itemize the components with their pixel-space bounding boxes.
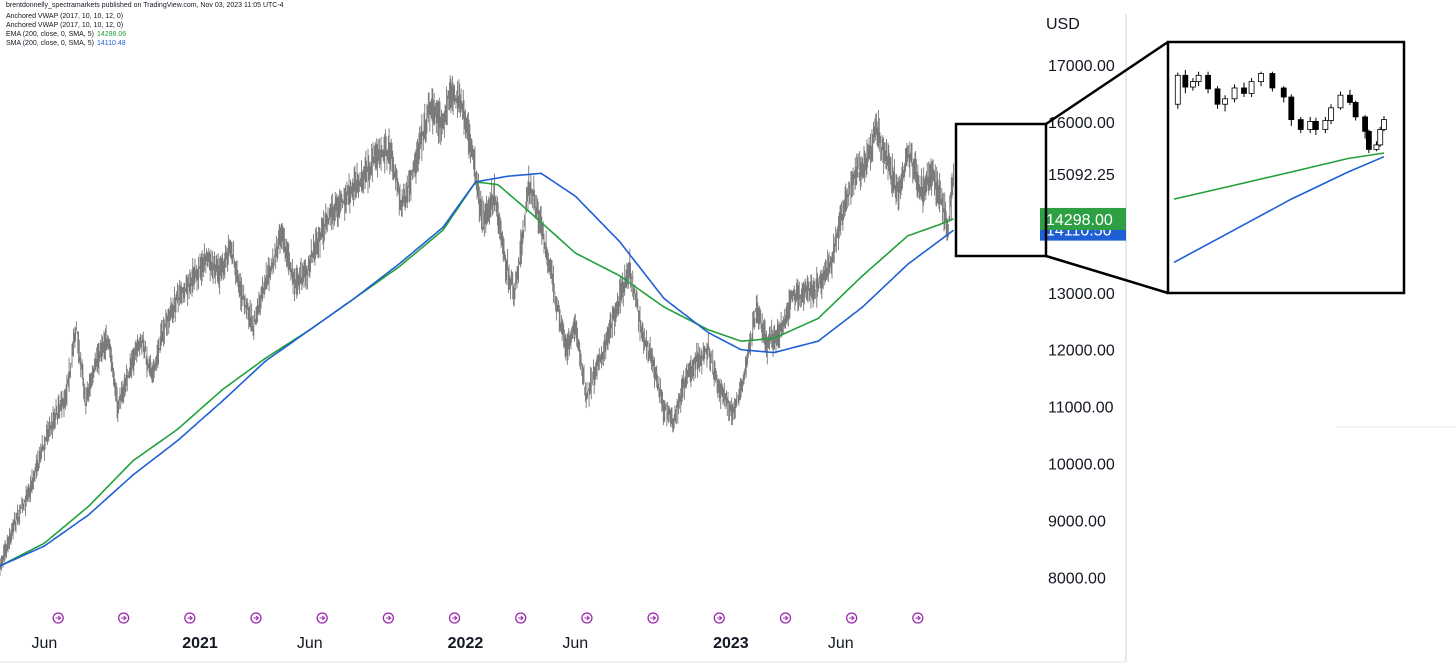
y-tick-label: 16000.00: [1048, 115, 1115, 132]
inset-candle: [1352, 100, 1359, 121]
published-by-text: brentdonnelly_spectramarkets published o…: [6, 2, 284, 9]
inset-candle: [1195, 71, 1202, 87]
zoom-connector-top: [1045, 40, 1169, 126]
event-marker-icon: [581, 612, 593, 624]
inset-candle: [1312, 117, 1319, 135]
event-marker-icon: [845, 612, 858, 624]
event-marker-icon: [117, 612, 130, 624]
inset-candle: [1241, 82, 1247, 97]
event-marker-icon: [912, 612, 924, 624]
event-marker-icon: [382, 612, 395, 624]
inset-candle: [1182, 69, 1189, 94]
inset-candle: [1365, 129, 1372, 154]
inset-candle: [1297, 116, 1304, 134]
indicator-row: EMA (200, close, 0, SMA, 5) 14298.06: [6, 30, 126, 39]
inset-candle: [1205, 71, 1211, 94]
inset-sma-line: [1173, 155, 1385, 264]
x-tick-label: Jun: [297, 635, 323, 652]
event-marker-icon: [779, 612, 792, 624]
zoom-source-box: [954, 122, 1048, 258]
inset-candle: [1307, 116, 1314, 134]
indicator-value: 14298.06: [96, 31, 127, 38]
price-label-text: 14298.00: [1046, 212, 1113, 229]
indicator-row: SMA (200, close, 0, SMA, 5) 14110.48: [6, 39, 126, 48]
event-marker-icon: [52, 612, 64, 624]
ema-line: [0, 181, 954, 567]
ema-price-label: 14298.00: [1040, 207, 1126, 230]
y-tick-label: 8000.00: [1048, 570, 1106, 587]
zoom-connector-bottom: [1045, 254, 1169, 295]
x-tick-label: 2022: [448, 635, 484, 652]
inset-ema-line: [1173, 152, 1385, 200]
indicator-row: Anchored VWAP (2017, 10, 10, 12, 0): [6, 12, 123, 21]
y-tick-label: 15092.25: [1048, 167, 1115, 184]
indicator-label: Anchored VWAP (2017, 10, 10, 12, 0): [6, 22, 124, 29]
price-series: [0, 75, 954, 576]
event-marker-icon: [713, 612, 725, 624]
zoom-inset-frame: [1166, 40, 1406, 295]
y-tick-label: 11000.00: [1048, 400, 1114, 417]
inset-candle: [1258, 71, 1264, 87]
inset-candle: [1337, 91, 1344, 110]
indicator-label: SMA (200, close, 0, SMA, 5): [6, 40, 94, 47]
sma-line: [0, 172, 954, 567]
event-marker-icon: [647, 612, 659, 624]
event-marker-icon: [184, 612, 196, 624]
y-tick-label: 9000.00: [1048, 513, 1106, 530]
indicator-value: 14110.48: [96, 40, 126, 47]
inset-candle: [1231, 84, 1238, 103]
inset-candle: [1362, 115, 1368, 139]
inset-candle: [1214, 86, 1221, 109]
inset-candle: [1248, 78, 1255, 97]
inset-candle: [1381, 115, 1387, 132]
indicator-label: Anchored VWAP (2017, 10, 10, 12, 0): [6, 13, 124, 20]
y-tick-label: 12000.00: [1048, 343, 1115, 360]
indicator-label: EMA (200, close, 0, SMA, 5): [6, 31, 94, 38]
indicator-row: Anchored VWAP (2017, 10, 10, 12, 0): [6, 21, 123, 30]
inset-candle: [1373, 141, 1380, 152]
y-tick-label: 13000.00: [1048, 286, 1115, 303]
inset-candle: [1280, 86, 1287, 103]
inset-candle: [1190, 78, 1196, 91]
event-marker-icon: [250, 612, 262, 624]
price-axis: [1040, 14, 1126, 662]
inset-candle: [1269, 71, 1276, 92]
inset-candle: [1328, 104, 1334, 125]
inset-candle: [1322, 116, 1329, 134]
x-tick-label: Jun: [828, 635, 854, 652]
currency-label: USD: [1046, 16, 1080, 33]
x-tick-label: 2021: [182, 635, 218, 652]
inset-candle: [1288, 94, 1295, 126]
x-tick-label: 2023: [713, 635, 749, 652]
event-marker-icon: [448, 612, 461, 624]
inset-candle: [1222, 95, 1228, 112]
x-tick-label: Jun: [562, 635, 588, 652]
x-tick-label: Jun: [31, 635, 57, 652]
y-tick-label: 10000.00: [1048, 457, 1115, 474]
inset-candle: [1377, 126, 1384, 147]
inset-content: [1173, 69, 1387, 264]
y-tick-label: 17000.00: [1048, 58, 1115, 75]
inset-candle: [1347, 89, 1353, 106]
event-marker-icon: [316, 612, 328, 624]
inset-candle: [1174, 72, 1181, 109]
event-marker-icon: [515, 612, 527, 624]
